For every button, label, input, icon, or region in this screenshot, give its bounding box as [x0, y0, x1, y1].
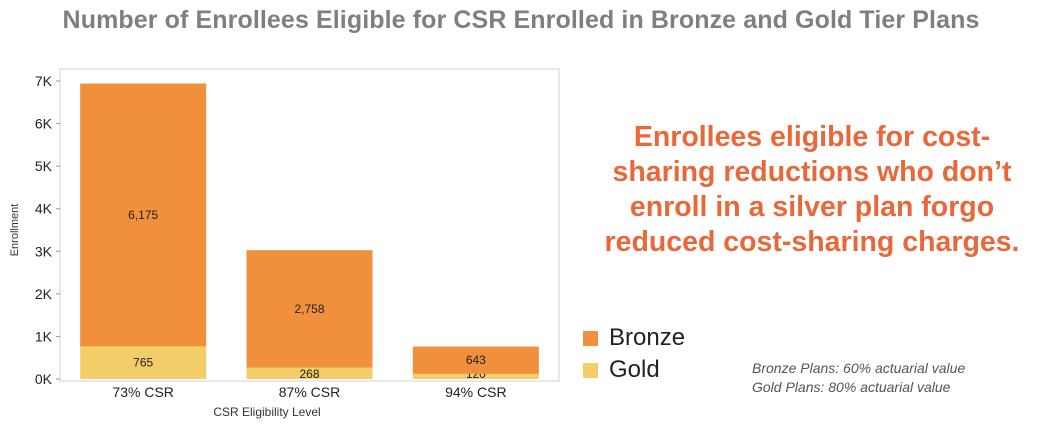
x-axis-label: CSR Eligibility Level	[213, 405, 320, 419]
y-tick-label: 2K	[35, 286, 53, 302]
note-gold: Gold Plans: 80% actuarial value	[752, 379, 951, 395]
bar-gold	[80, 346, 207, 379]
bar-bronze	[80, 83, 207, 347]
data-label-bronze: 6,175	[128, 208, 158, 222]
data-label-bronze: 2,758	[294, 302, 324, 316]
legend-label-bronze: Bronze	[609, 324, 686, 351]
bar-bronze	[412, 346, 539, 374]
legend-item-gold: Gold	[583, 354, 685, 386]
legend-swatch-bronze	[583, 330, 598, 346]
y-tick-label: 3K	[35, 243, 53, 259]
y-tick-label: 7K	[35, 73, 53, 89]
notes: Bronze Plans: 60% actuarial value Gold P…	[752, 359, 965, 397]
legend-label-gold: Gold	[609, 356, 660, 383]
y-tick-label: 1K	[35, 328, 53, 344]
x-tick-label: 73% CSR	[112, 384, 173, 400]
y-axis-label: Enrollment	[9, 204, 21, 257]
y-tick-label: 5K	[35, 158, 53, 174]
data-label-bronze: 643	[466, 353, 486, 367]
y-tick-label: 0K	[35, 371, 53, 387]
bar-bronze	[246, 250, 373, 368]
x-axis: 73% CSR 87% CSR 94% CSR	[112, 384, 506, 400]
callout-text: Enrollees eligible for cost-sharing redu…	[604, 121, 1020, 258]
legend-swatch-gold	[583, 362, 598, 378]
data-label-gold: 268	[299, 367, 319, 381]
legend: Bronze Gold	[583, 322, 685, 386]
bar-gold	[246, 367, 373, 379]
chart-title: Number of Enrollees Eligible for CSR Enr…	[62, 6, 980, 34]
data-label-gold: 765	[133, 356, 153, 370]
bar-gold	[412, 373, 539, 379]
note-bronze: Bronze Plans: 60% actuarial value	[752, 360, 966, 376]
y-tick-label: 4K	[35, 201, 53, 217]
legend-item-bronze: Bronze	[583, 322, 685, 354]
y-tick-label: 6K	[35, 116, 53, 132]
x-tick-label: 94% CSR	[445, 384, 506, 400]
x-tick-label: 87% CSR	[279, 384, 340, 400]
y-axis: 0K 1K 2K 3K 4K 5K 6K 7K	[35, 73, 60, 387]
